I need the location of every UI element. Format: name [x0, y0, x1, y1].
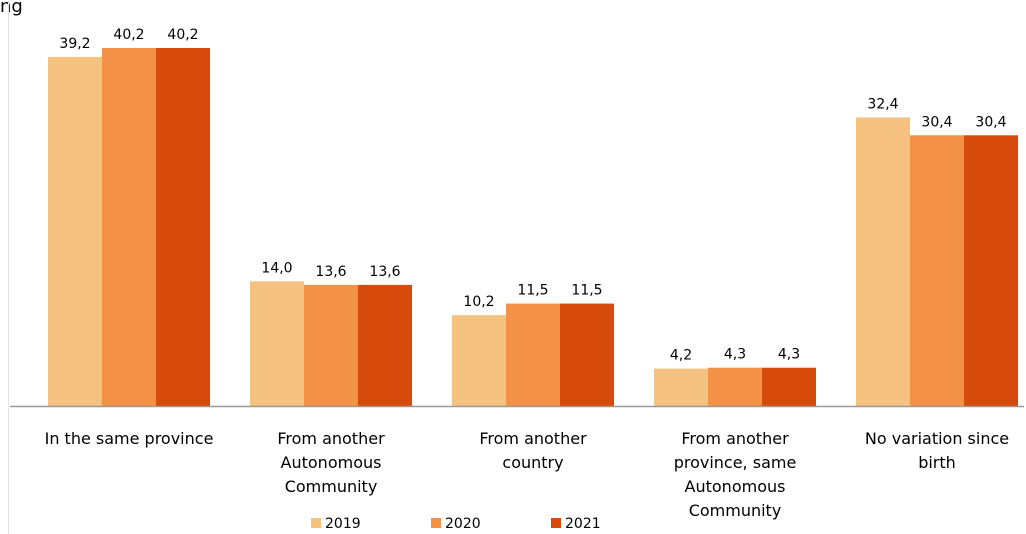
legend-label: 2019: [325, 516, 361, 532]
bar-2019-5: [856, 117, 910, 407]
bar-2021-2: [358, 284, 412, 406]
category-label: Community: [689, 501, 782, 520]
bar-2019-2: [250, 281, 304, 406]
value-label: 11,5: [517, 283, 548, 299]
value-label: 30,4: [921, 114, 952, 130]
category-label: In the same province: [45, 429, 214, 448]
category-labels-group: In the same province From another Autonomo…: [45, 429, 1010, 520]
bar-2021-4: [762, 367, 816, 406]
category-label: From another: [479, 429, 587, 448]
bar-2019-1: [48, 56, 102, 407]
category-label: From another: [681, 429, 789, 448]
chart-title-fragment: ng: [0, 0, 23, 17]
value-label: 13,6: [315, 264, 346, 280]
bar-2020-3: [506, 303, 560, 406]
bar-2020-5: [910, 135, 964, 407]
value-label: 30,4: [975, 114, 1006, 130]
category-label: From another: [277, 429, 385, 448]
bar-2021-3: [560, 303, 614, 406]
legend-swatch: [311, 518, 321, 528]
value-label: 13,6: [369, 264, 400, 280]
legend-item-2021: 2021: [551, 516, 601, 532]
legend-item-2020: 2020: [431, 516, 481, 532]
bar-2020-1: [102, 48, 156, 406]
value-label: 10,2: [463, 294, 494, 310]
category-label: Community: [285, 477, 378, 496]
value-label: 14,0: [261, 260, 292, 276]
bar-2019-4: [654, 368, 708, 406]
value-label: 40,2: [167, 27, 198, 43]
bar-2020-4: [708, 367, 762, 406]
category-label: birth: [918, 453, 956, 472]
category-label: Autonomous: [685, 477, 786, 496]
bars-group: [48, 48, 1018, 407]
legend-label: 2020: [445, 516, 481, 532]
legend-item-2019: 2019: [311, 516, 361, 532]
bar-2021-1: [156, 48, 210, 406]
value-label: 4,2: [670, 348, 692, 364]
bar-2019-3: [452, 315, 506, 406]
value-label: 39,2: [59, 36, 90, 52]
legend-swatch: [431, 518, 441, 528]
category-label: province, same: [674, 453, 797, 472]
category-label: country: [502, 453, 563, 472]
legend: 2019 2020 2021: [311, 516, 601, 532]
value-label: 4,3: [778, 347, 800, 363]
value-label: 32,4: [867, 96, 898, 112]
value-label: 11,5: [571, 283, 602, 299]
category-label: Autonomous: [281, 453, 382, 472]
value-labels-group: 39,2 40,2 40,2 14,0 13,6 13,6 10,2 11,5 11,5 4,2 4…: [59, 27, 1006, 364]
legend-swatch: [551, 518, 561, 528]
category-label: No variation since: [865, 429, 1009, 448]
value-label: 4,3: [724, 347, 746, 363]
bar-2020-2: [304, 284, 358, 406]
legend-label: 2021: [565, 516, 601, 532]
value-label: 40,2: [113, 27, 144, 43]
bar-2021-5: [964, 135, 1018, 407]
